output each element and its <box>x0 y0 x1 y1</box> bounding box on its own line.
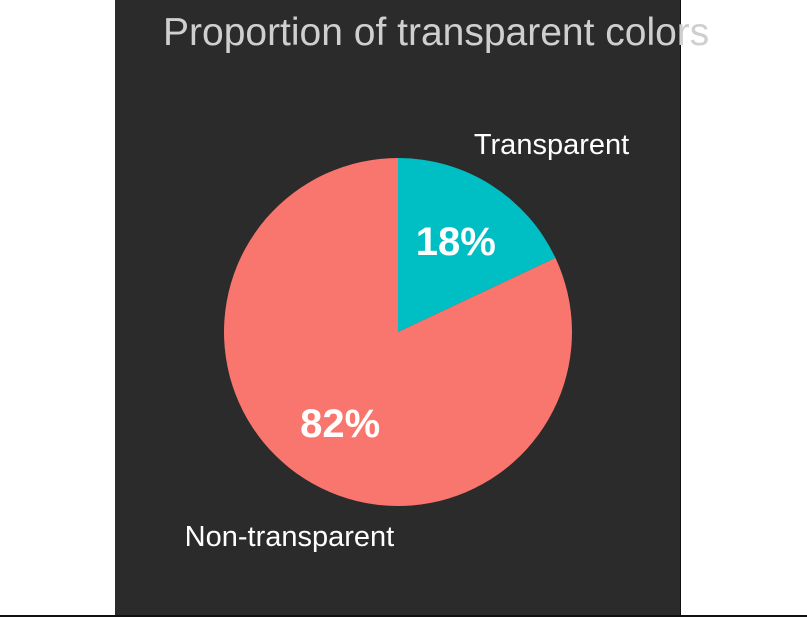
bottom-rule <box>0 615 807 617</box>
pie-slice-transparent <box>398 158 556 332</box>
slices-group <box>224 158 572 506</box>
slice-category-label: Non-transparent <box>185 521 395 553</box>
labels-group: 18% Transparent 82% Non-transparent <box>185 129 630 553</box>
slice-percent-label: 82% <box>300 402 380 446</box>
chart-title: Proportion of transparent colors <box>163 11 710 54</box>
slice-percent-label: 18% <box>416 220 496 264</box>
pie-slice-non-transparent <box>224 158 572 506</box>
slice-category-label: Transparent <box>474 129 629 161</box>
